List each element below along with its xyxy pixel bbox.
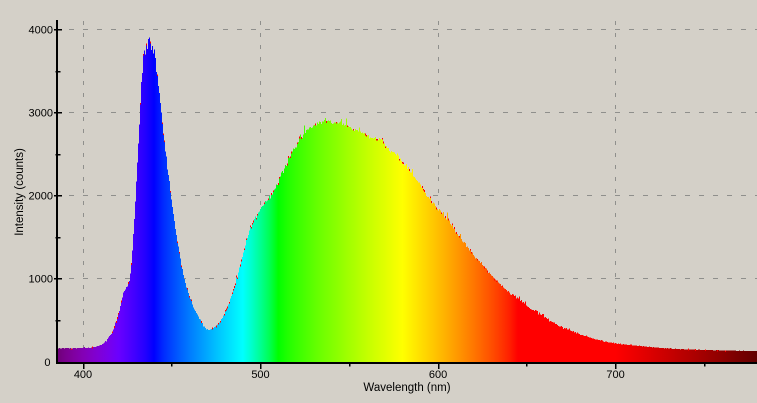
svg-text:Wavelength (nm): Wavelength (nm) — [363, 382, 450, 394]
svg-text:0: 0 — [44, 357, 50, 369]
svg-text:600: 600 — [429, 369, 447, 381]
svg-text:500: 500 — [251, 369, 269, 381]
svg-text:4000: 4000 — [29, 24, 53, 36]
svg-text:700: 700 — [606, 369, 624, 381]
svg-text:3000: 3000 — [29, 107, 53, 119]
svg-text:Intensity (counts): Intensity (counts) — [14, 148, 26, 236]
svg-text:1000: 1000 — [29, 274, 53, 286]
svg-text:2000: 2000 — [29, 191, 53, 203]
svg-text:400: 400 — [74, 369, 92, 381]
